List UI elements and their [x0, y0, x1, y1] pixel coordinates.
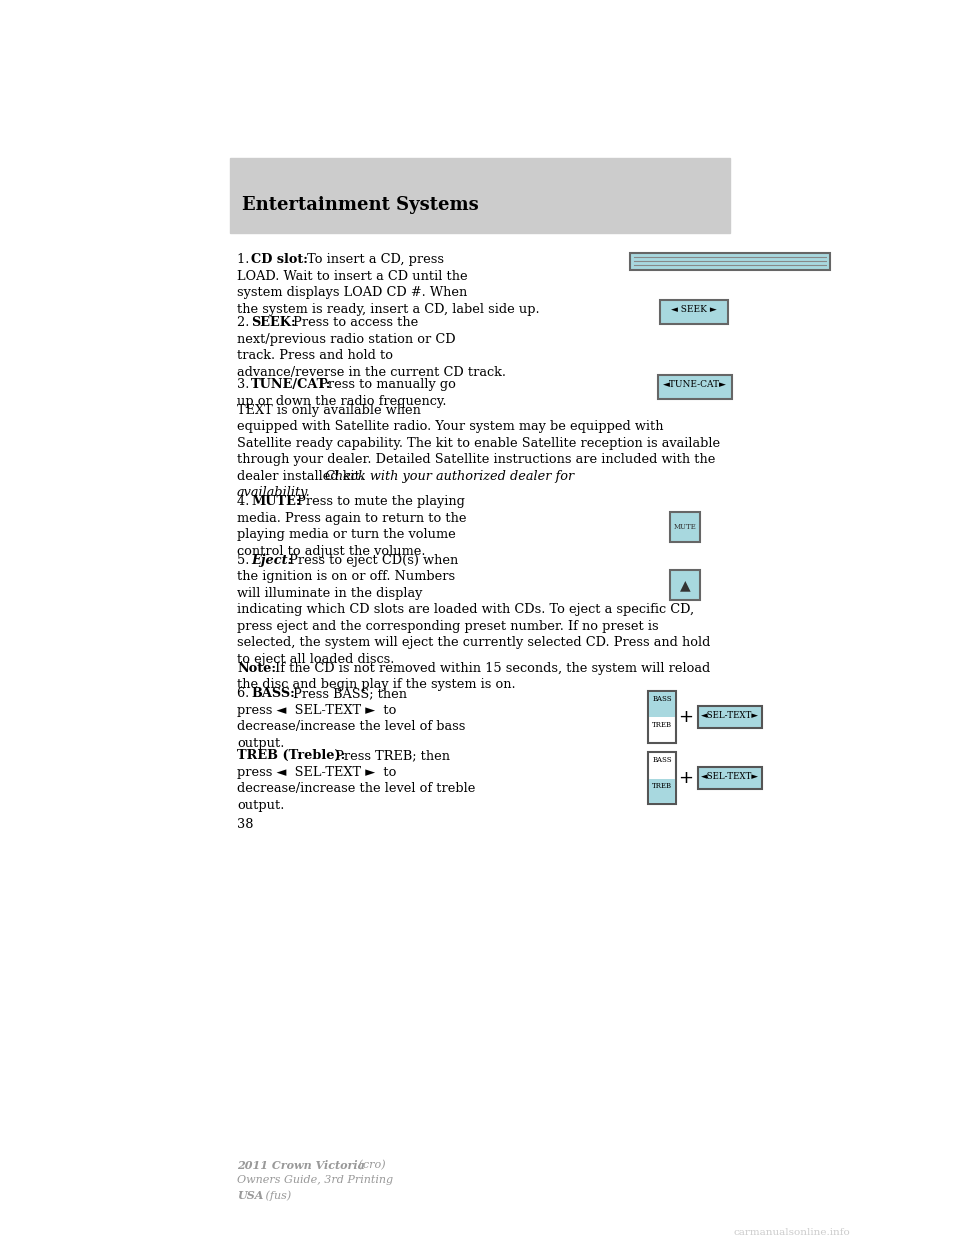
- Text: track. Press and hold to: track. Press and hold to: [237, 349, 393, 363]
- Text: the ignition is on or off. Numbers: the ignition is on or off. Numbers: [237, 570, 455, 584]
- Text: control to adjust the volume.: control to adjust the volume.: [237, 545, 425, 558]
- Text: media. Press again to return to the: media. Press again to return to the: [237, 512, 467, 525]
- Bar: [698, 768, 762, 790]
- Text: 3.: 3.: [237, 379, 253, 391]
- Text: Check with your authorized dealer for: Check with your authorized dealer for: [325, 469, 574, 483]
- Text: the system is ready, insert a CD, label side up.: the system is ready, insert a CD, label …: [237, 303, 540, 315]
- Text: the disc and begin play if the system is on.: the disc and begin play if the system is…: [237, 678, 516, 692]
- Text: Press to mute the playing: Press to mute the playing: [293, 496, 465, 508]
- Text: 2011 Crown Victoria: 2011 Crown Victoria: [237, 1160, 365, 1171]
- Text: TREB: TREB: [652, 782, 672, 790]
- Bar: [648, 691, 676, 743]
- Text: availability.: availability.: [237, 487, 311, 499]
- Bar: [660, 301, 728, 324]
- Text: playing media or turn the volume: playing media or turn the volume: [237, 528, 456, 542]
- Text: USA: USA: [237, 1190, 263, 1201]
- Bar: [670, 570, 700, 600]
- Text: BASS: BASS: [652, 694, 672, 703]
- Text: output.: output.: [237, 737, 284, 750]
- Text: through your dealer. Detailed Satellite instructions are included with the: through your dealer. Detailed Satellite …: [237, 453, 715, 466]
- Text: next/previous radio station or CD: next/previous radio station or CD: [237, 333, 456, 347]
- Text: indicating which CD slots are loaded with CDs. To eject a specific CD,: indicating which CD slots are loaded wit…: [237, 604, 694, 616]
- Text: If the CD is not removed within 15 seconds, the system will reload: If the CD is not removed within 15 secon…: [271, 662, 710, 674]
- Text: To insert a CD, press: To insert a CD, press: [303, 253, 444, 266]
- Bar: [230, 158, 730, 233]
- Text: selected, the system will eject the currently selected CD. Press and hold: selected, the system will eject the curr…: [237, 636, 710, 650]
- Text: press eject and the corresponding preset number. If no preset is: press eject and the corresponding preset…: [237, 620, 659, 632]
- Text: +: +: [679, 769, 693, 787]
- Text: MUTE:: MUTE:: [251, 496, 300, 508]
- Bar: [649, 779, 675, 804]
- Text: press ◄  SEL-TEXT ►  to: press ◄ SEL-TEXT ► to: [237, 765, 396, 779]
- Text: Satellite ready capability. The kit to enable Satellite reception is available: Satellite ready capability. The kit to e…: [237, 437, 720, 450]
- Text: Press TREB; then: Press TREB; then: [331, 749, 450, 763]
- Text: CD slot:: CD slot:: [251, 253, 308, 266]
- Text: Press to access the: Press to access the: [289, 317, 419, 329]
- Text: to eject all loaded discs.: to eject all loaded discs.: [237, 653, 395, 666]
- Text: 4.: 4.: [237, 496, 253, 508]
- Bar: [648, 753, 676, 805]
- Text: 2.: 2.: [237, 317, 253, 329]
- Text: 5.: 5.: [237, 554, 253, 566]
- Text: 1.: 1.: [237, 253, 253, 266]
- Text: TUNE/CAT:: TUNE/CAT:: [251, 379, 331, 391]
- Text: decrease/increase the level of treble: decrease/increase the level of treble: [237, 782, 475, 795]
- Text: advance/reverse in the current CD track.: advance/reverse in the current CD track.: [237, 366, 506, 379]
- Text: +: +: [679, 708, 693, 725]
- Bar: [698, 705, 762, 728]
- Text: LOAD. Wait to insert a CD until the: LOAD. Wait to insert a CD until the: [237, 270, 468, 282]
- Text: TEXT is only available when: TEXT is only available when: [237, 404, 420, 417]
- Text: will illuminate in the display: will illuminate in the display: [237, 586, 422, 600]
- Text: Note:: Note:: [237, 662, 276, 674]
- Text: ◄ SEEK ►: ◄ SEEK ►: [671, 306, 717, 314]
- Text: 38: 38: [237, 818, 253, 831]
- Text: BASS: BASS: [652, 756, 672, 764]
- Text: BASS:: BASS:: [251, 687, 295, 700]
- Text: ▲: ▲: [680, 579, 690, 592]
- Text: MUTE: MUTE: [674, 523, 696, 530]
- Text: Entertainment Systems: Entertainment Systems: [242, 196, 479, 214]
- Text: Press to manually go: Press to manually go: [315, 379, 456, 391]
- Text: (cro): (cro): [355, 1160, 386, 1170]
- Bar: [649, 692, 675, 717]
- Text: dealer installed kit.: dealer installed kit.: [237, 469, 368, 483]
- Text: up or down the radio frequency.: up or down the radio frequency.: [237, 395, 446, 407]
- Text: ◄SEL-TEXT►: ◄SEL-TEXT►: [701, 710, 759, 719]
- Text: equipped with Satellite radio. Your system may be equipped with: equipped with Satellite radio. Your syst…: [237, 420, 663, 433]
- Text: system displays LOAD CD #. When: system displays LOAD CD #. When: [237, 286, 468, 299]
- Text: Press BASS; then: Press BASS; then: [289, 687, 407, 700]
- Bar: [658, 375, 732, 399]
- Text: (fus): (fus): [262, 1190, 291, 1201]
- Text: Press to eject CD(s) when: Press to eject CD(s) when: [285, 554, 458, 566]
- Text: Eject:: Eject:: [251, 554, 293, 566]
- Text: TREB: TREB: [652, 720, 672, 729]
- Text: output.: output.: [237, 799, 284, 811]
- Text: TREB (Treble):: TREB (Treble):: [237, 749, 346, 763]
- Text: 6.: 6.: [237, 687, 253, 700]
- Text: ◄TUNE-CAT►: ◄TUNE-CAT►: [663, 380, 727, 389]
- Bar: [670, 512, 700, 542]
- Text: decrease/increase the level of bass: decrease/increase the level of bass: [237, 720, 466, 733]
- Text: press ◄  SEL-TEXT ►  to: press ◄ SEL-TEXT ► to: [237, 704, 396, 717]
- Text: SEEK:: SEEK:: [251, 317, 296, 329]
- Text: carmanualsonline.info: carmanualsonline.info: [733, 1228, 850, 1237]
- Text: Owners Guide, 3rd Printing: Owners Guide, 3rd Printing: [237, 1175, 394, 1185]
- Bar: [630, 253, 830, 270]
- Text: ◄SEL-TEXT►: ◄SEL-TEXT►: [701, 773, 759, 781]
